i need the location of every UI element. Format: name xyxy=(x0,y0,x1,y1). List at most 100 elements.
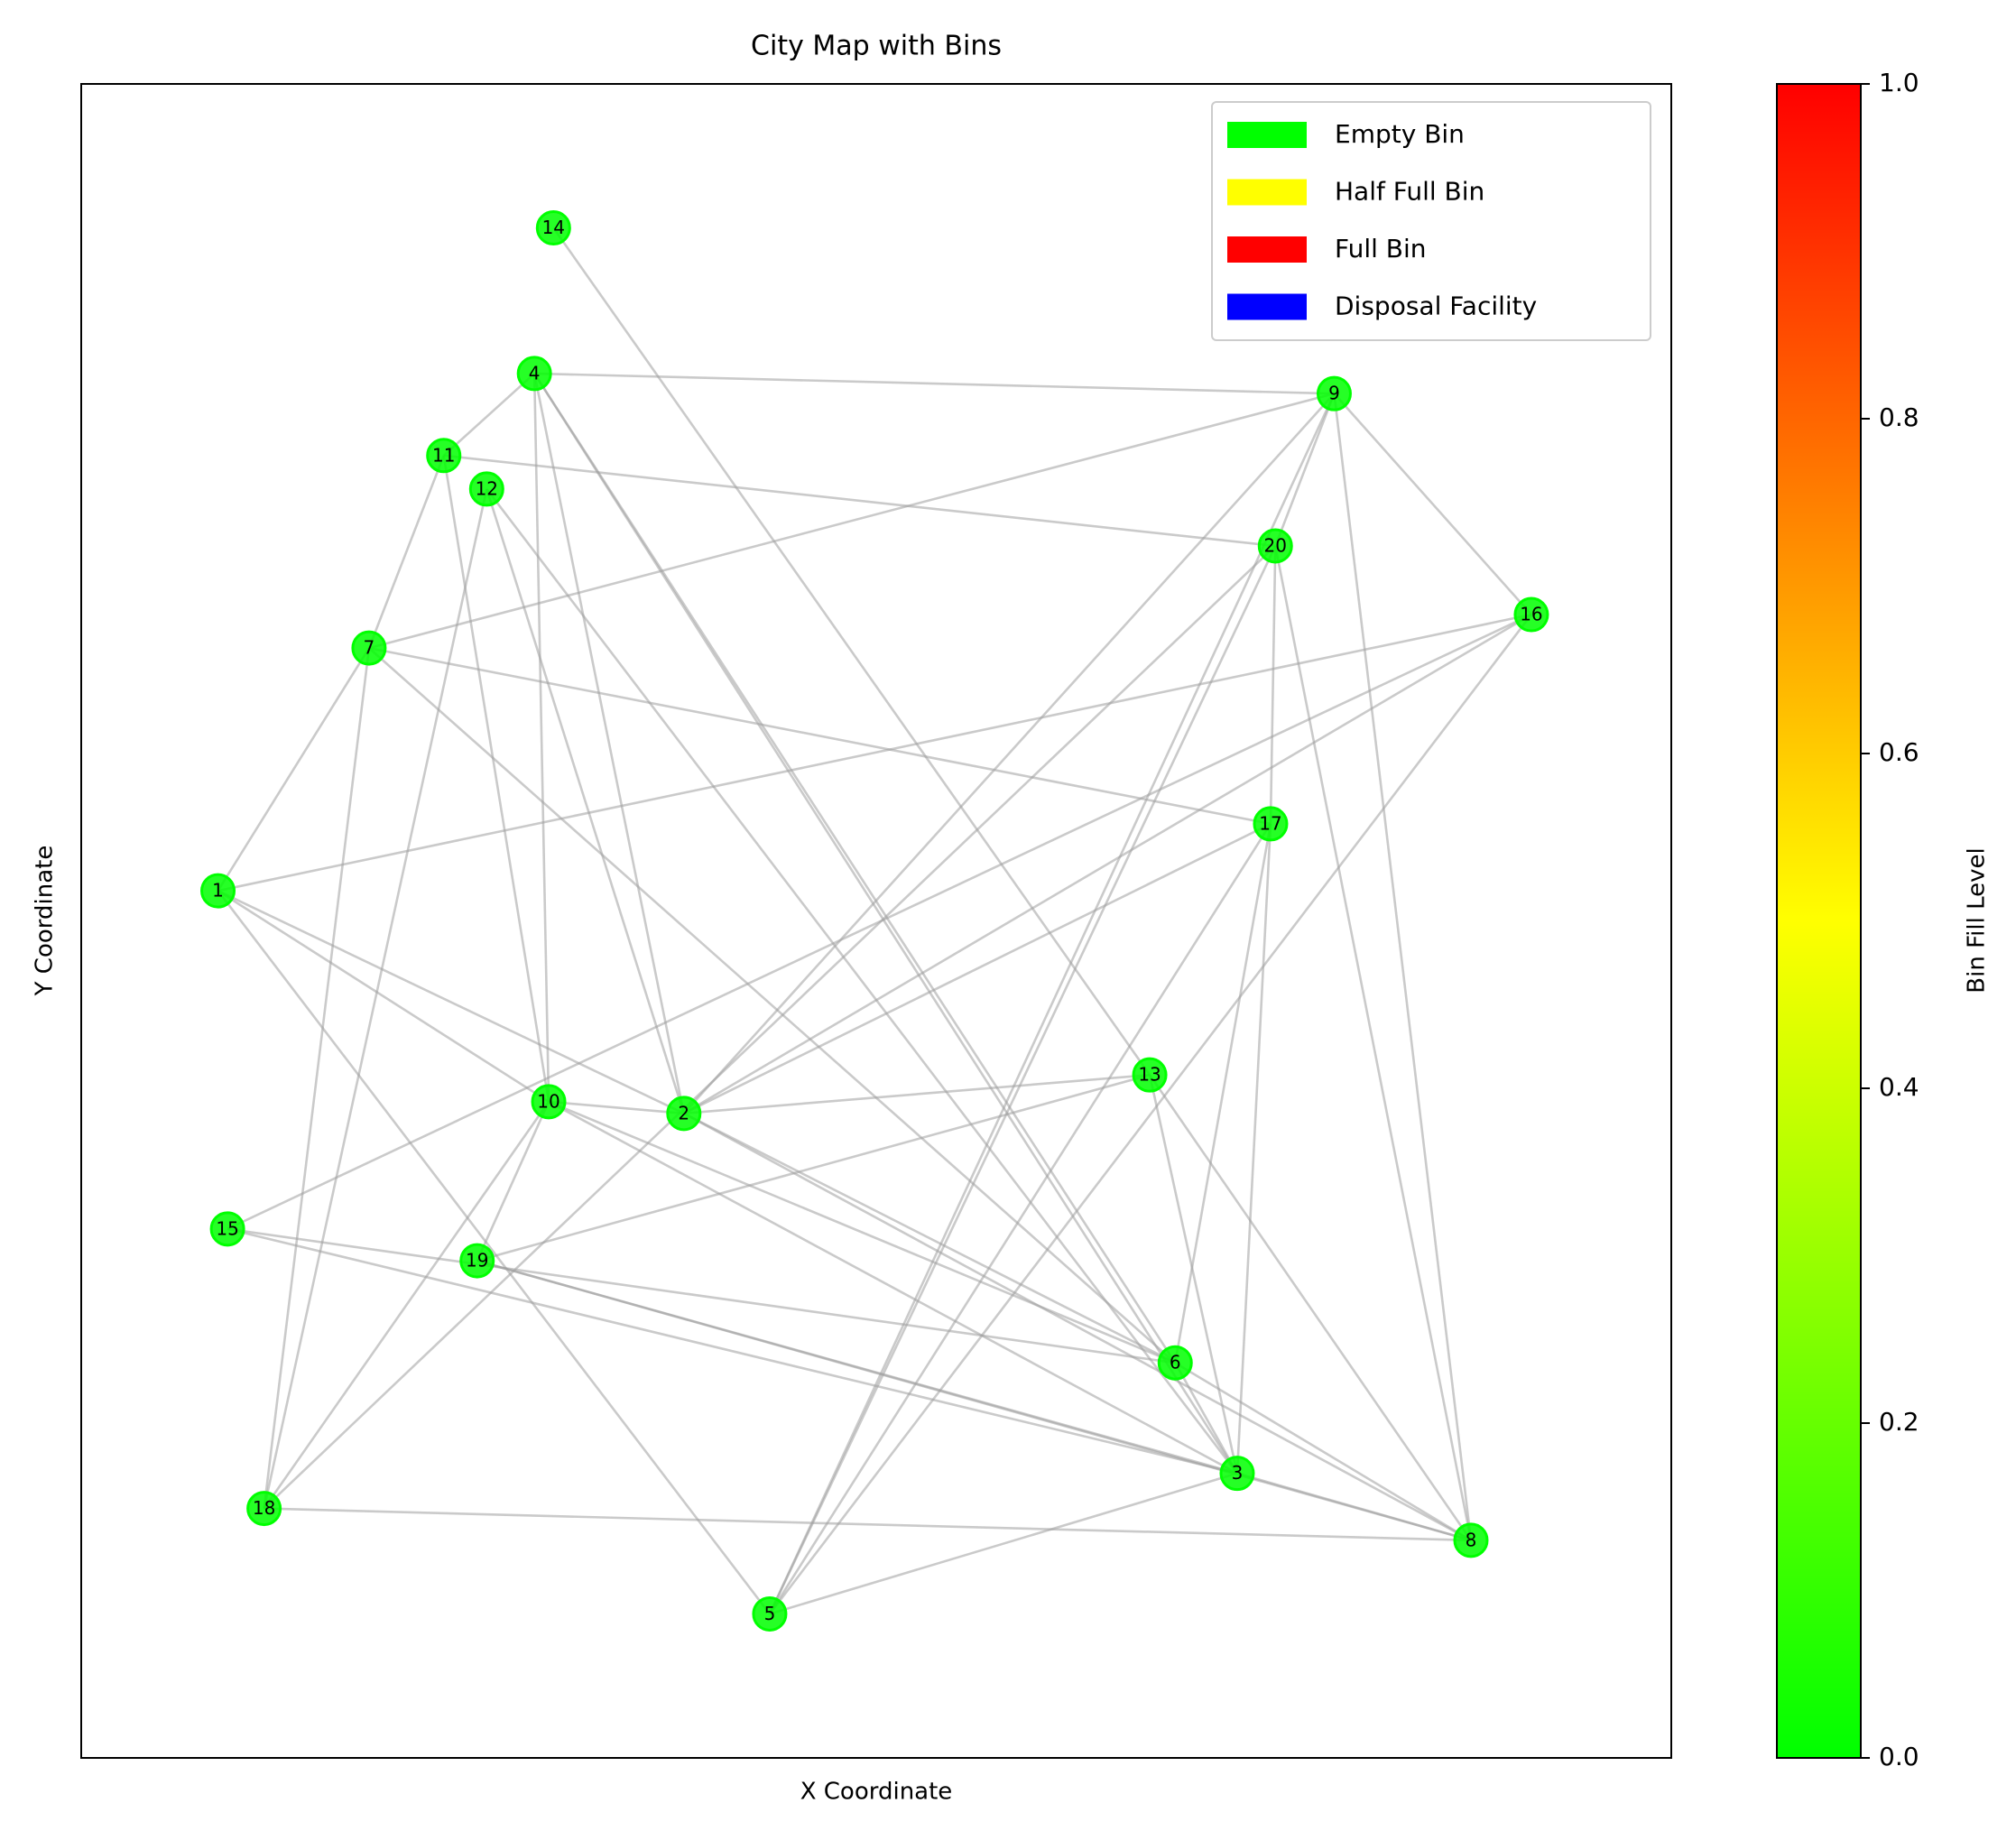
node-label: 3 xyxy=(1232,1462,1244,1484)
node-label: 7 xyxy=(364,637,375,659)
node-label: 19 xyxy=(466,1250,488,1272)
edge xyxy=(1273,545,1473,1541)
bin-node xyxy=(666,1096,702,1132)
edge xyxy=(217,890,771,1615)
bin-node xyxy=(535,210,571,246)
colorbar xyxy=(1776,83,1862,1759)
edge xyxy=(368,646,1272,826)
edge xyxy=(534,372,1335,395)
node-label: 13 xyxy=(1138,1064,1161,1086)
bin-node xyxy=(516,356,552,392)
edges xyxy=(217,227,1532,1615)
edge xyxy=(367,455,445,649)
edge xyxy=(1236,1472,1472,1542)
legend-label: Half Full Bin xyxy=(1335,177,1484,207)
colorbar-tick-label: 1.0 xyxy=(1879,68,1919,97)
node-label: 18 xyxy=(253,1497,275,1519)
bin-node xyxy=(1132,1057,1168,1093)
y-axis-label: Y Coordinate xyxy=(32,846,59,997)
node-label: 6 xyxy=(1170,1352,1181,1373)
legend-swatch xyxy=(1227,236,1307,263)
edge xyxy=(1235,823,1272,1474)
edge xyxy=(263,488,488,1509)
node-label: 15 xyxy=(216,1217,238,1239)
edge xyxy=(217,890,550,1103)
node-label: 5 xyxy=(764,1603,776,1624)
edge xyxy=(548,1100,1176,1364)
node-label: 17 xyxy=(1259,812,1281,834)
edge xyxy=(683,613,1532,1114)
edge xyxy=(1274,393,1336,547)
colorbar-tick-label: 0.6 xyxy=(1879,737,1919,767)
edge xyxy=(1173,823,1272,1364)
edge xyxy=(683,1073,1151,1115)
bin-node xyxy=(1257,528,1293,564)
colorbar-tick-label: 0.4 xyxy=(1879,1072,1919,1102)
edge xyxy=(1269,545,1277,824)
edge xyxy=(476,1101,550,1262)
node-label: 2 xyxy=(678,1102,689,1124)
edge xyxy=(443,454,1276,548)
edge xyxy=(227,1227,1238,1475)
edge xyxy=(683,1112,1472,1541)
edge xyxy=(263,647,371,1509)
node-label: 16 xyxy=(1520,604,1542,625)
bin-node xyxy=(1513,596,1549,633)
edge xyxy=(217,647,371,892)
bin-node xyxy=(200,873,236,909)
node-label: 11 xyxy=(432,444,455,466)
node-label: 1 xyxy=(212,880,224,902)
edge xyxy=(1174,1362,1472,1541)
bin-node xyxy=(426,438,462,474)
bin-node xyxy=(459,1243,495,1279)
bin-node xyxy=(1253,806,1289,842)
legend-swatch xyxy=(1227,122,1307,148)
node-label: 9 xyxy=(1328,383,1340,404)
edge xyxy=(768,614,1532,1615)
bin-node xyxy=(1316,375,1352,412)
node-label: 14 xyxy=(542,217,565,238)
bin-node xyxy=(1219,1456,1255,1492)
edge xyxy=(532,373,686,1114)
node-label: 10 xyxy=(537,1090,559,1112)
edge xyxy=(683,1112,1176,1364)
edge xyxy=(1148,1074,1473,1541)
bin-node xyxy=(351,630,387,666)
node-label: 4 xyxy=(529,362,541,384)
bin-node xyxy=(531,1084,567,1120)
legend-label: Empty Bin xyxy=(1335,119,1465,149)
colorbar-tick-label: 0.8 xyxy=(1879,402,1919,432)
edge xyxy=(682,393,1336,1114)
plot-frame xyxy=(80,83,1672,1759)
colorbar-label: Bin Fill Level xyxy=(1964,847,1991,993)
edge xyxy=(486,488,1239,1475)
edge xyxy=(476,1073,1151,1262)
chart-title: City Map with Bins xyxy=(751,31,1002,62)
edge xyxy=(548,1100,1238,1475)
edge xyxy=(768,545,1277,1615)
edge xyxy=(442,455,550,1103)
edge xyxy=(486,488,686,1114)
edge xyxy=(768,823,1272,1615)
node-label: 8 xyxy=(1466,1529,1477,1550)
bin-node xyxy=(246,1491,282,1527)
edge xyxy=(227,613,1532,1230)
edge xyxy=(768,393,1336,1615)
edge xyxy=(263,545,1277,1510)
edge xyxy=(442,372,536,457)
edge xyxy=(532,373,550,1102)
bin-node xyxy=(1157,1345,1193,1381)
edge xyxy=(548,1100,684,1115)
bin-node xyxy=(752,1595,788,1632)
bin-node xyxy=(209,1211,245,1247)
x-axis-label: X Coordinate xyxy=(800,1779,953,1806)
edge xyxy=(769,1472,1238,1615)
edge xyxy=(368,392,1335,650)
node-label: 12 xyxy=(476,477,498,499)
edge xyxy=(683,822,1272,1114)
edge xyxy=(264,1507,1472,1542)
bin-node xyxy=(468,471,504,507)
edge xyxy=(1333,393,1473,1541)
